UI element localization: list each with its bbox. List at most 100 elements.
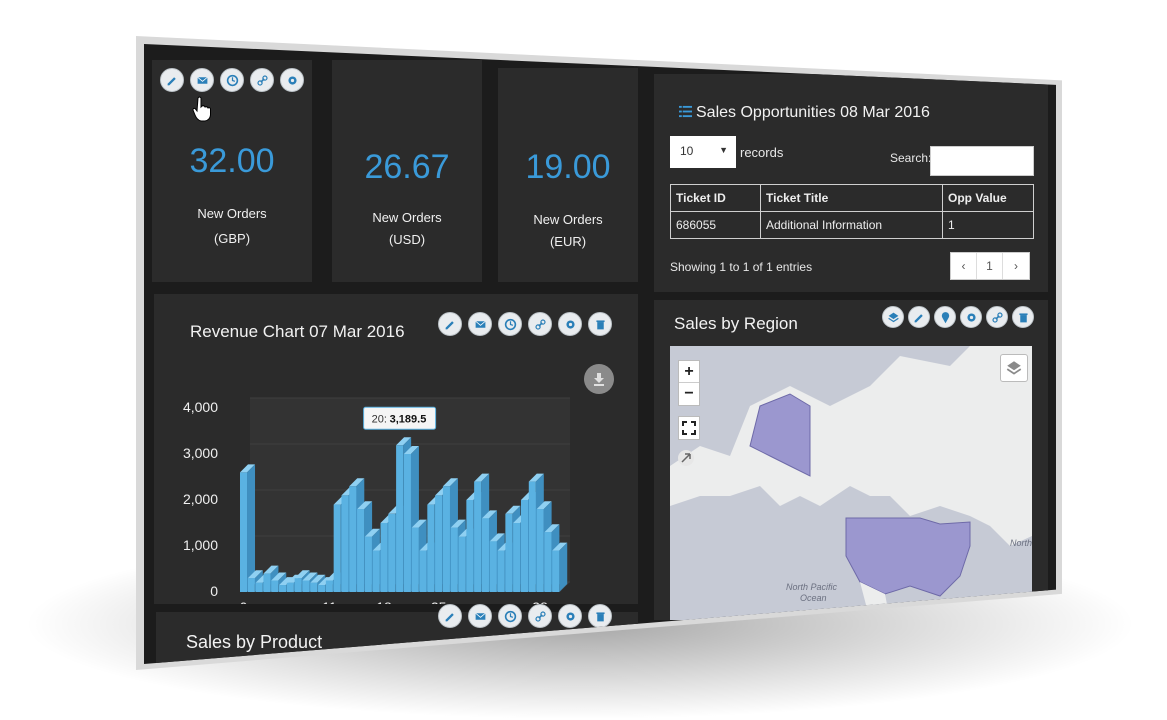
stat-panel-eur: 19.00 New Orders (EUR) — [498, 68, 638, 282]
clock-button[interactable] — [498, 312, 522, 336]
gear-icon — [287, 75, 297, 85]
chart-download-button[interactable] — [584, 364, 614, 394]
delete-button[interactable] — [1012, 306, 1034, 328]
settings-button[interactable] — [280, 68, 304, 92]
x-tick-label: 18 — [376, 599, 392, 604]
page-size-select[interactable]: 10 ▼ — [670, 136, 736, 168]
settings-button[interactable] — [558, 604, 582, 628]
region-title: Sales by Region — [674, 314, 798, 333]
region-map[interactable]: North Pacific Ocean North + − — [670, 346, 1032, 620]
edge-label: North — [1010, 538, 1032, 548]
chart-bar — [520, 500, 528, 592]
opp-value-cell: 1 — [942, 211, 1034, 239]
chart-tooltip — [363, 406, 437, 430]
stat-currency: (USD) — [388, 232, 426, 247]
fullscreen-control — [678, 416, 700, 440]
edit-button[interactable] — [160, 68, 184, 92]
ticket-title-cell: Additional Information — [760, 211, 943, 239]
bar-top — [263, 565, 279, 574]
chart-bar — [380, 523, 388, 592]
edit-button[interactable] — [438, 604, 462, 628]
page-number-button[interactable]: 1 — [977, 253, 1003, 279]
edit-icon — [445, 612, 454, 621]
stat-label: New Orders — [197, 206, 267, 221]
next-page-button[interactable]: › — [1014, 259, 1018, 273]
pin-button[interactable] — [934, 306, 956, 328]
locate-button[interactable] — [678, 450, 694, 466]
chart-bar — [513, 523, 521, 592]
chart-bar — [388, 513, 396, 592]
link-icon — [991, 311, 1003, 323]
map-canvas — [670, 346, 1032, 620]
column-header[interactable]: Ticket ID — [670, 184, 761, 212]
tooltip-key: 20: — [372, 413, 387, 425]
tooltip-value: 3,189.5 — [390, 413, 427, 425]
opportunities-title: Sales Opportunities 08 Mar 2016 — [696, 104, 930, 121]
layers-control-button[interactable] — [1000, 354, 1028, 382]
bar-side — [559, 542, 568, 592]
mail-icon — [474, 612, 486, 620]
settings-button[interactable] — [960, 306, 982, 328]
product-toolbar — [438, 604, 612, 628]
prev-page-button[interactable]: ‹ — [951, 253, 977, 279]
chart-bar — [294, 578, 302, 592]
link-button[interactable] — [250, 68, 274, 92]
stat-value: 32.00 — [189, 142, 275, 180]
search-input[interactable] — [930, 146, 1034, 176]
zoom-out-button[interactable]: − — [684, 385, 694, 402]
download-icon — [594, 373, 604, 386]
mail-button[interactable] — [468, 604, 492, 628]
link-button[interactable] — [528, 604, 552, 628]
chart-bar — [240, 472, 248, 592]
zoom-in-button[interactable]: + — [679, 361, 699, 383]
chart-toolbar — [438, 312, 612, 336]
chart-bar — [302, 580, 310, 592]
bar-top — [349, 478, 365, 487]
fullscreen-button[interactable] — [679, 417, 699, 439]
stat-value: 19.00 — [525, 148, 611, 186]
link-button[interactable] — [528, 312, 552, 336]
mail-button[interactable] — [190, 68, 214, 92]
bar-top — [450, 519, 466, 528]
edit-button[interactable] — [908, 306, 930, 328]
delete-button[interactable] — [588, 312, 612, 336]
bar-side — [247, 464, 256, 592]
bar-top — [396, 437, 412, 446]
clock-button[interactable] — [498, 604, 522, 628]
chart-bar — [263, 573, 271, 592]
opportunities-table: Ticket ID Ticket Title Opp Value 686055 … — [670, 184, 1034, 239]
sales-opportunities-panel: Sales Opportunities 08 Mar 2016 10 ▼ rec… — [654, 74, 1048, 292]
clock-button[interactable] — [220, 68, 244, 92]
link-icon — [534, 318, 546, 330]
edit-button[interactable] — [438, 312, 462, 336]
column-header[interactable]: Opp Value — [942, 184, 1034, 212]
table-row[interactable]: 686055 Additional Information 1 — [670, 211, 1034, 239]
ocean-label: North Pacific — [786, 582, 838, 592]
chart-bar — [286, 582, 294, 592]
chart-bar — [481, 518, 489, 592]
layers-button[interactable] — [882, 306, 904, 328]
y-tick-label: 1,000 — [183, 537, 218, 553]
mail-icon — [474, 320, 486, 328]
column-header[interactable]: Ticket Title — [760, 184, 943, 212]
gear-icon — [966, 312, 976, 322]
chart-bar — [466, 500, 474, 592]
chart-bar — [247, 578, 255, 592]
page-size-value: 10 — [680, 144, 694, 158]
ticket-id-cell: 686055 — [670, 211, 761, 239]
chart-bar — [279, 585, 287, 592]
link-button[interactable] — [986, 306, 1008, 328]
chart-bar — [318, 585, 326, 592]
y-tick-label: 2,000 — [183, 491, 218, 507]
list-icon — [679, 105, 692, 118]
region-toolbar — [882, 306, 1034, 328]
settings-button[interactable] — [558, 312, 582, 336]
chart-bar — [396, 445, 404, 592]
bar-top — [403, 446, 419, 454]
chart-bar — [411, 527, 419, 592]
bar-top — [357, 501, 373, 510]
mail-button[interactable] — [468, 312, 492, 336]
delete-button[interactable] — [588, 604, 612, 628]
trash-icon — [595, 319, 605, 329]
zoom-control: + − — [678, 360, 700, 406]
